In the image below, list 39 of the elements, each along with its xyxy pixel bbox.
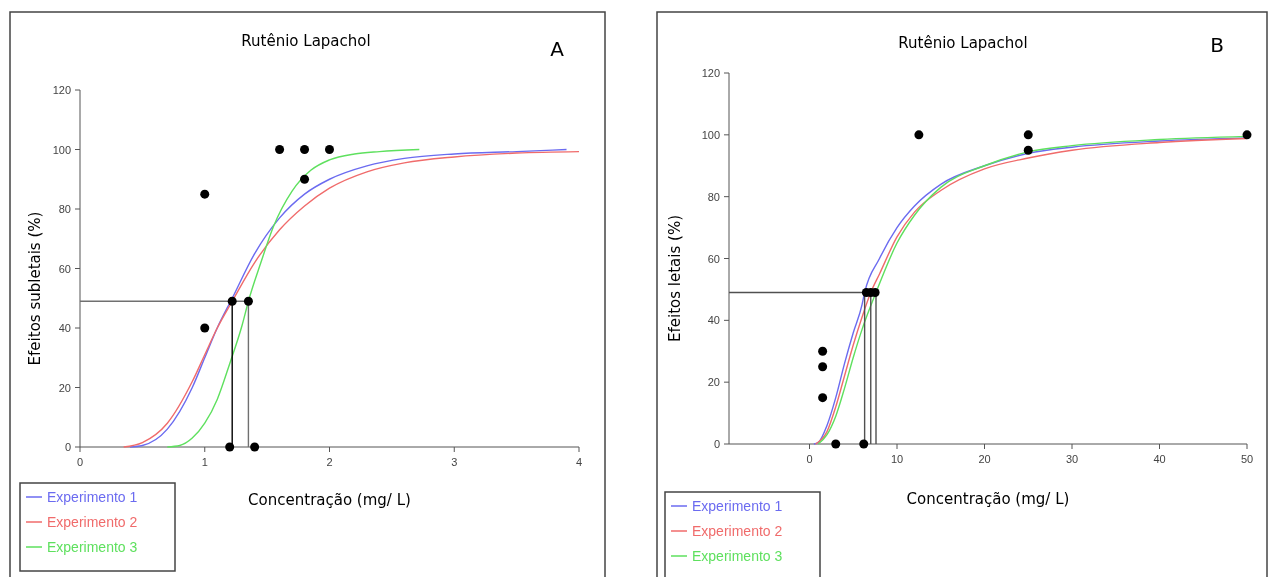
y-tick-label: 40: [707, 314, 720, 327]
x-tick-label: 40: [1153, 453, 1166, 465]
legend-label: Experimento 3: [47, 539, 138, 555]
chart-title: Rutênio Lapachol: [898, 34, 1028, 52]
legend-label: Experimento 1: [692, 498, 783, 514]
x-tick-label: 0: [76, 456, 84, 468]
y-tick-label: 100: [701, 128, 720, 141]
x-tick-label: 30: [1065, 453, 1079, 465]
x-tick-label: 2: [326, 456, 333, 468]
y-axis-title: Efeitos subletais (%): [26, 211, 44, 366]
x-tick-label: 50: [1240, 453, 1254, 465]
y-tick-label: 100: [52, 143, 71, 156]
text: B: [1210, 33, 1224, 57]
x-tick-label: 20: [978, 453, 991, 465]
y-tick-label: 0: [713, 438, 720, 450]
x-axis-title: Concentração (mg/ L): [906, 490, 1070, 508]
legend-label: Experimento 2: [47, 514, 138, 530]
y-tick-label: 120: [701, 67, 720, 79]
x-tick-label: 10: [890, 453, 904, 465]
y-tick-label: 120: [52, 84, 71, 96]
y-tick-label: 80: [58, 203, 71, 215]
y-tick-label: 80: [707, 190, 720, 203]
y-tick-label: 60: [58, 262, 71, 275]
x-tick-label: 3: [451, 456, 458, 468]
legend-label: Experimento 2: [692, 523, 783, 539]
y-tick-label: 20: [58, 381, 71, 394]
y-tick-label: 60: [707, 252, 720, 265]
x-tick-label: 0: [806, 453, 813, 465]
chart-title: Rutênio Lapachol: [241, 32, 371, 50]
y-tick-label: 20: [707, 376, 720, 389]
legend-label: Experimento 1: [47, 489, 138, 505]
text: A: [550, 37, 565, 61]
y-tick-label: 40: [58, 322, 71, 334]
x-axis-title: Concentração (mg/ L): [248, 491, 411, 509]
y-axis-title: Efeitos letais (%): [666, 215, 684, 342]
legend-label: Experimento 3: [692, 548, 783, 564]
x-tick-label: 1: [201, 456, 208, 468]
y-tick-label: 0: [64, 441, 71, 453]
x-tick-label: 4: [575, 456, 583, 468]
